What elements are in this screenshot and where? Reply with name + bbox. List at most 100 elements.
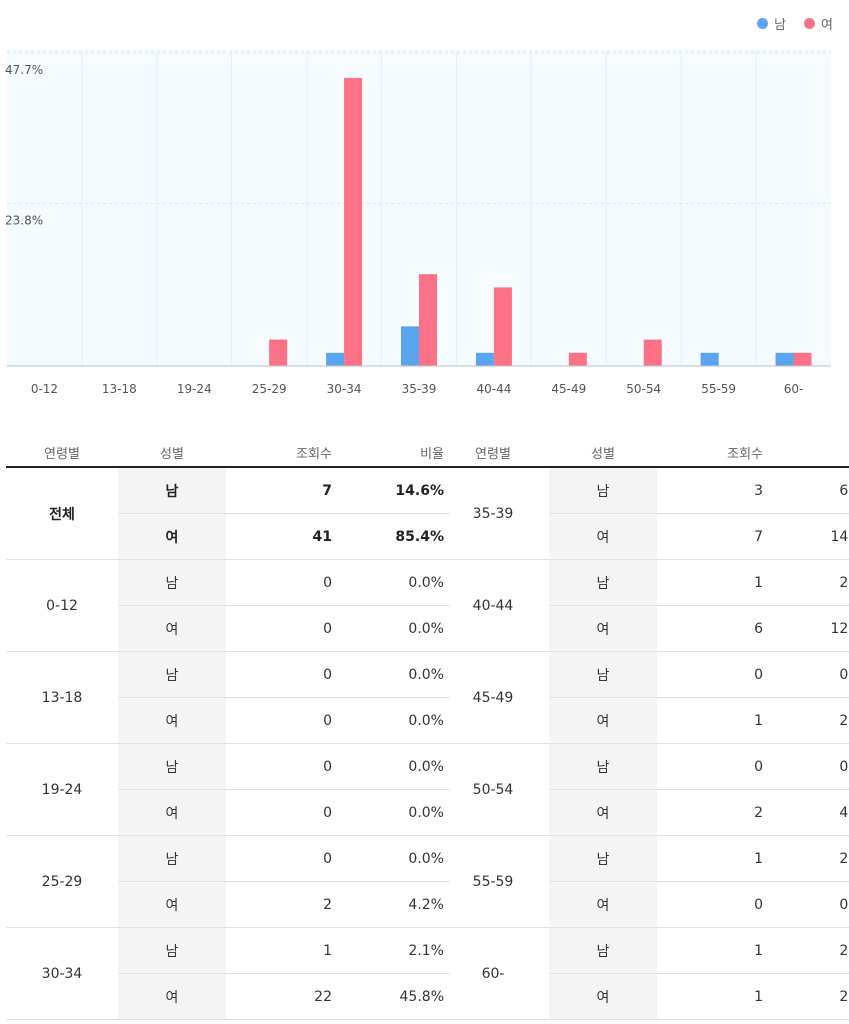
- count-cell: 22: [226, 973, 338, 1020]
- count-cell: 0: [226, 651, 338, 698]
- count-cell: 3: [657, 467, 769, 514]
- x-tick-label: 55-59: [701, 382, 736, 396]
- age-group-cell: 60-: [437, 927, 549, 1020]
- x-tick-label: 0-12: [31, 382, 58, 396]
- header-sex: 성별: [549, 438, 657, 468]
- age-group-cell: 30-34: [6, 927, 118, 1020]
- ratio-cell: 2.1%: [769, 973, 849, 1020]
- bar-male: [700, 352, 719, 366]
- table-row: 0-12 남 0 0.0%: [6, 559, 450, 652]
- ratio-cell: 0.0%: [338, 835, 450, 882]
- ratio-cell: 2.1%: [769, 835, 849, 882]
- sex-cell: 남: [549, 835, 657, 882]
- count-cell: 0: [226, 605, 338, 652]
- count-cell: 2: [226, 881, 338, 928]
- bar-female: [793, 352, 812, 366]
- bar-female: [643, 339, 662, 366]
- header-ratio: 비율: [769, 438, 849, 468]
- sex-cell: 여: [118, 605, 226, 652]
- table-row: 여 22 45.8%: [6, 973, 450, 1020]
- age-group-cell: 35-39: [437, 467, 549, 560]
- header-count: 조회수: [657, 438, 769, 468]
- y-tick-label: 47.7%: [5, 63, 43, 77]
- table-row: 60-남12.1%: [437, 927, 849, 1020]
- bar-female: [419, 274, 437, 366]
- sex-cell: 남: [118, 467, 226, 514]
- sex-cell: 남: [118, 927, 226, 974]
- table-row: 여 41 85.4%: [6, 513, 450, 560]
- ratio-cell: 0.0%: [338, 697, 450, 744]
- age-gender-chart: 남 여 47.7% 23.8% 0-12 13-18 19-24 25-29 30-34 35…: [0, 0, 849, 420]
- ratio-cell: 0.0%: [769, 881, 849, 928]
- header-age: 연령별: [6, 438, 118, 468]
- ratio-cell: 2.1%: [769, 697, 849, 744]
- sex-cell: 남: [118, 835, 226, 882]
- age-group-cell: 13-18: [6, 651, 118, 744]
- ratio-cell: 14.6%: [769, 513, 849, 560]
- sex-cell: 여: [118, 513, 226, 560]
- ratio-cell: 45.8%: [338, 973, 450, 1020]
- x-tick-label: 35-39: [402, 382, 437, 396]
- count-cell: 7: [657, 513, 769, 560]
- legend-label-male: 남: [774, 18, 787, 33]
- count-cell: 0: [226, 743, 338, 790]
- count-cell: 7: [226, 467, 338, 514]
- ratio-cell: 85.4%: [338, 513, 450, 560]
- x-tick-label: 19-24: [177, 382, 212, 396]
- legend-item-female[interactable]: 여: [804, 14, 833, 33]
- sex-cell: 남: [549, 559, 657, 606]
- table-header-row: 연령별 성별 조회수 비율: [437, 438, 849, 468]
- sex-cell: 남: [549, 651, 657, 698]
- sex-cell: 남: [118, 743, 226, 790]
- bar-male: [326, 352, 345, 366]
- age-group-cell: 45-49: [437, 651, 549, 744]
- age-group-cell: 50-54: [437, 743, 549, 836]
- sex-cell: 여: [118, 789, 226, 836]
- x-tick-label: 60-: [784, 382, 804, 396]
- ratio-cell: 12.5%: [769, 605, 849, 652]
- count-cell: 2: [657, 789, 769, 836]
- ratio-cell: 0.0%: [338, 789, 450, 836]
- count-cell: 0: [226, 789, 338, 836]
- count-cell: 0: [657, 881, 769, 928]
- x-tick-label: 40-44: [476, 382, 511, 396]
- count-cell: 0: [226, 559, 338, 606]
- sex-cell: 여: [549, 605, 657, 652]
- ratio-cell: 0.0%: [338, 651, 450, 698]
- sex-cell: 여: [549, 789, 657, 836]
- count-cell: 1: [657, 973, 769, 1020]
- count-cell: 41: [226, 513, 338, 560]
- ratio-cell: 6.3%: [769, 467, 849, 514]
- sex-cell: 여: [118, 973, 226, 1020]
- header-count: 조회수: [226, 438, 338, 468]
- bar-female: [493, 287, 512, 366]
- count-cell: 1: [657, 927, 769, 974]
- sex-cell: 여: [118, 881, 226, 928]
- sex-cell: 여: [549, 881, 657, 928]
- legend-item-male[interactable]: 남: [757, 14, 786, 33]
- bar-male: [475, 352, 494, 366]
- bar-female: [269, 339, 288, 366]
- ratio-cell: 0.0%: [769, 651, 849, 698]
- ratio-cell: 2.1%: [769, 559, 849, 606]
- age-group-cell: 40-44: [437, 559, 549, 652]
- bar-female: [344, 77, 363, 367]
- bar-male: [775, 352, 794, 366]
- count-cell: 1: [657, 835, 769, 882]
- table-row: 여24.2%: [437, 789, 849, 836]
- chart-legend: 남 여: [757, 14, 833, 33]
- sex-cell: 여: [118, 697, 226, 744]
- count-cell: 0: [657, 651, 769, 698]
- sex-cell: 남: [549, 743, 657, 790]
- age-gender-table-right: 연령별 성별 조회수 비율 35-39남36.3%여714.6%40-44남12…: [437, 438, 849, 1020]
- header-age: 연령별: [437, 438, 549, 468]
- sex-cell: 여: [549, 973, 657, 1020]
- table-row: 여12.1%: [437, 973, 849, 1020]
- x-tick-label: 50-54: [626, 382, 661, 396]
